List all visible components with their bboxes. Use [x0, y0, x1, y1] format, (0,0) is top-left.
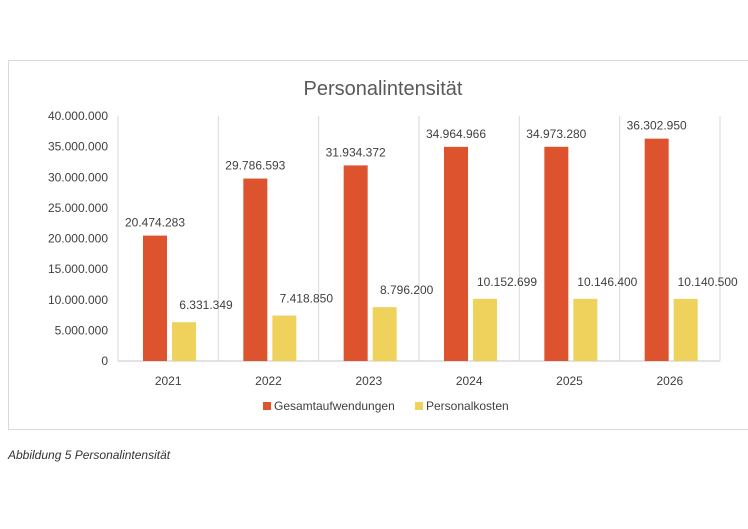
y-tick-label: 0 — [101, 354, 108, 368]
bar-gesamtaufwendungen-2021 — [143, 235, 167, 361]
y-tick-label: 30.000.000 — [48, 170, 108, 184]
bar-gesamtaufwendungen-2023 — [343, 165, 368, 361]
x-tick-label: 2022 — [255, 374, 282, 388]
bar-gesamtaufwendungen-2024 — [444, 146, 468, 361]
data-label: 34.964.966 — [426, 127, 486, 141]
y-tick-label: 15.000.000 — [48, 262, 108, 276]
y-tick-label: 20.000.000 — [48, 232, 108, 246]
data-label: 36.302.950 — [627, 119, 687, 133]
y-tick-label: 35.000.000 — [48, 140, 108, 154]
chart-title: Personalintensität — [304, 78, 463, 100]
data-label: 8.796.200 — [380, 283, 434, 297]
data-label: 20.474.283 — [125, 216, 185, 230]
legend-swatch — [263, 402, 271, 410]
data-label: 34.973.280 — [526, 127, 586, 141]
bar-personalkosten-2022 — [272, 315, 297, 361]
bar-personalkosten-2025 — [573, 298, 598, 361]
figure-caption: Abbildung 5 Personalintensität — [8, 448, 171, 462]
data-label: 7.418.850 — [280, 292, 334, 306]
bar-personalkosten-2023 — [372, 307, 397, 361]
bar-gesamtaufwendungen-2022 — [243, 178, 268, 361]
y-tick-label: 5.000.000 — [55, 323, 109, 337]
bar-personalkosten-2021 — [172, 322, 196, 361]
legend-swatch — [415, 402, 423, 410]
y-tick-label: 25.000.000 — [48, 201, 108, 215]
data-label: 29.786.593 — [225, 159, 285, 173]
y-tick-label: 40.000.000 — [48, 109, 108, 123]
legend-label: Gesamtaufwendungen — [274, 399, 395, 413]
legend-label: Personalkosten — [426, 399, 509, 413]
bar-personalkosten-2024 — [473, 298, 497, 361]
chart-frame — [8, 60, 748, 430]
bar-gesamtaufwendungen-2026 — [644, 138, 669, 361]
data-label: 6.331.349 — [179, 298, 233, 312]
x-tick-label: 2021 — [155, 374, 182, 388]
x-tick-label: 2024 — [456, 374, 483, 388]
x-tick-label: 2026 — [656, 374, 683, 388]
data-label: 10.146.400 — [577, 275, 637, 289]
bar-gesamtaufwendungen-2025 — [544, 146, 569, 361]
x-tick-label: 2025 — [556, 374, 583, 388]
data-label: 31.934.372 — [326, 145, 386, 159]
data-label: 10.140.500 — [678, 275, 738, 289]
x-tick-label: 2023 — [355, 374, 382, 388]
bar-personalkosten-2026 — [673, 298, 698, 361]
y-tick-label: 10.000.000 — [48, 293, 108, 307]
data-label: 10.152.699 — [477, 275, 537, 289]
